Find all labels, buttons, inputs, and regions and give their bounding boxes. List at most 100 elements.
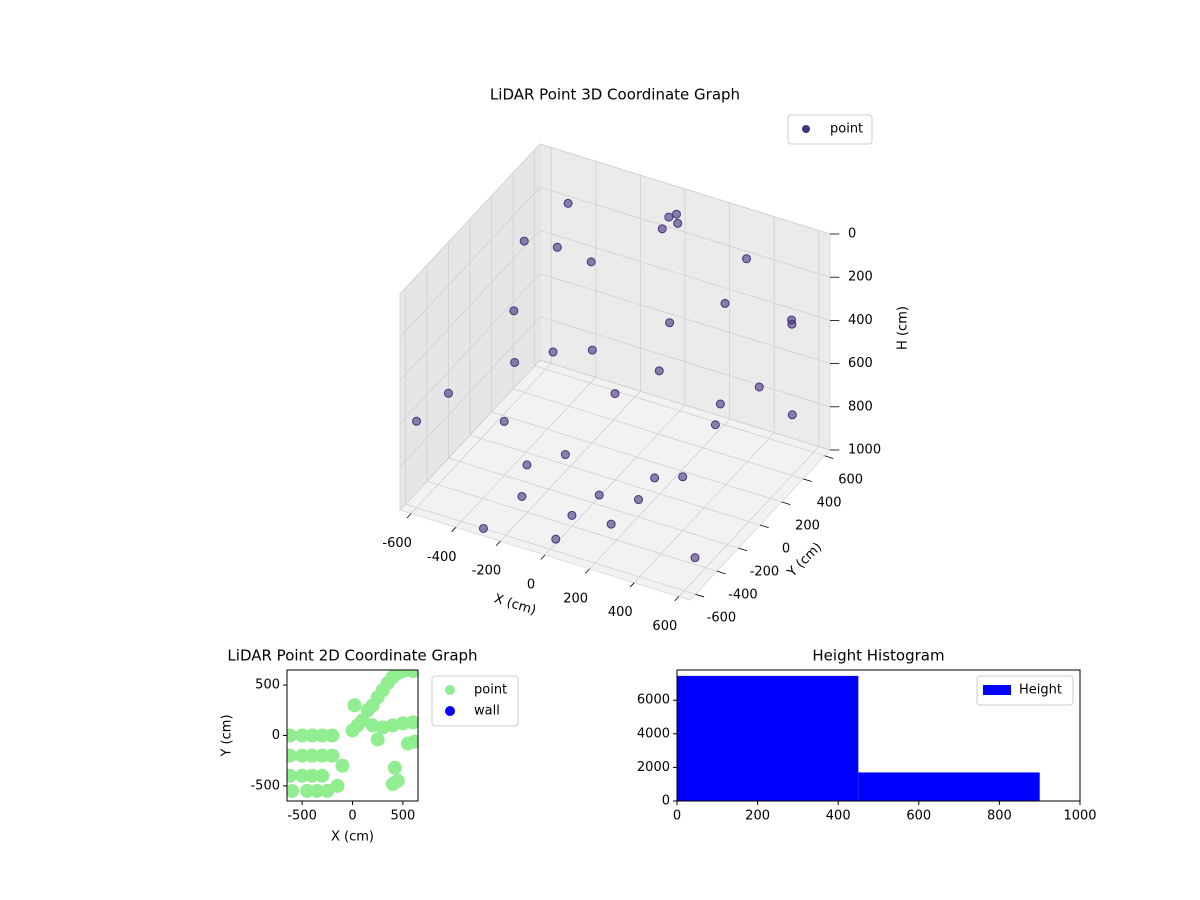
data-point bbox=[287, 768, 298, 783]
data-point bbox=[657, 224, 667, 234]
grid-line bbox=[399, 186, 541, 338]
data-point bbox=[499, 416, 509, 426]
data-point bbox=[287, 728, 298, 743]
x-tick-label: 0 bbox=[527, 578, 535, 593]
grid-line bbox=[539, 273, 831, 364]
z-tick-label: 600 bbox=[848, 356, 873, 371]
tick-mark bbox=[802, 478, 812, 482]
x-axis-label: X (cm) bbox=[492, 592, 538, 619]
legend-marker bbox=[445, 706, 455, 716]
x-tick-label: 800 bbox=[987, 809, 1012, 824]
data-point bbox=[665, 318, 675, 328]
data-point bbox=[742, 254, 752, 264]
tick-mark bbox=[824, 455, 834, 459]
x-tick-label: -500 bbox=[287, 809, 317, 824]
data-point bbox=[587, 345, 597, 355]
legend-label: point bbox=[474, 683, 507, 698]
legend-marker bbox=[802, 125, 810, 133]
data-point bbox=[325, 748, 340, 763]
data-point bbox=[478, 523, 488, 533]
data-point bbox=[664, 212, 674, 222]
y-tick-label: 0 bbox=[782, 542, 790, 557]
data-point bbox=[610, 389, 620, 399]
x-tick-label: 1000 bbox=[1063, 809, 1096, 824]
y-tick-label: 4000 bbox=[637, 726, 670, 741]
x-tick-label: 600 bbox=[906, 809, 931, 824]
tick-mark bbox=[629, 582, 635, 588]
grid-line bbox=[399, 316, 541, 468]
z-tick-label: 800 bbox=[848, 399, 873, 414]
x-tick-label: 0 bbox=[348, 809, 356, 824]
data-point bbox=[586, 257, 596, 267]
data-point bbox=[395, 716, 410, 731]
data-point bbox=[412, 416, 422, 426]
y-tick-label: 600 bbox=[838, 472, 863, 487]
data-point bbox=[606, 519, 616, 529]
data-point bbox=[560, 450, 570, 460]
x-tick-label: 200 bbox=[563, 591, 588, 606]
data-point bbox=[287, 748, 298, 763]
data-point bbox=[295, 768, 310, 783]
data-point bbox=[390, 773, 405, 788]
tick-mark bbox=[674, 596, 680, 602]
data-point bbox=[673, 218, 683, 228]
data-point bbox=[510, 357, 520, 367]
legend-frame bbox=[976, 675, 1074, 706]
legend-marker bbox=[445, 685, 455, 695]
tick-mark bbox=[585, 568, 590, 574]
y-tick-label: 6000 bbox=[637, 693, 670, 708]
grid-line bbox=[469, 434, 761, 526]
data-point bbox=[405, 670, 418, 679]
data-point bbox=[551, 534, 561, 544]
legend-swatch bbox=[983, 685, 1011, 695]
y-tick-label: -200 bbox=[750, 565, 780, 580]
data-point bbox=[787, 410, 797, 420]
data-point bbox=[305, 748, 320, 763]
y-tick-label: 500 bbox=[255, 678, 280, 693]
x-tick-label: 400 bbox=[608, 605, 633, 620]
plot-area bbox=[287, 670, 418, 798]
grid-line bbox=[399, 359, 541, 511]
legend-label: point bbox=[830, 122, 863, 137]
x-axis-label: X (cm) bbox=[331, 830, 374, 845]
data-point bbox=[300, 783, 315, 798]
y-tick-label: 400 bbox=[817, 495, 842, 510]
x-tick-label: 400 bbox=[826, 809, 851, 824]
data-point bbox=[690, 553, 700, 563]
x-tick-label: 200 bbox=[745, 809, 770, 824]
data-point bbox=[654, 366, 664, 376]
data-point bbox=[715, 399, 725, 409]
data-point bbox=[305, 768, 320, 783]
data-point bbox=[347, 698, 362, 713]
histogram-bar bbox=[677, 675, 859, 801]
y-tick-label: 200 bbox=[795, 518, 820, 533]
data-point bbox=[443, 388, 453, 398]
data-point bbox=[519, 236, 529, 246]
data-point bbox=[287, 783, 300, 798]
tick-mark bbox=[781, 501, 791, 506]
data-point bbox=[295, 728, 310, 743]
grid-line bbox=[534, 365, 825, 457]
data-point bbox=[295, 748, 310, 763]
data-point bbox=[671, 209, 681, 219]
grid-line bbox=[426, 480, 718, 572]
tick-mark bbox=[759, 524, 769, 529]
z-tick-label: 1000 bbox=[848, 443, 881, 458]
grid-line bbox=[539, 359, 831, 451]
data-point bbox=[315, 728, 330, 743]
z-tick-label: 400 bbox=[848, 313, 873, 328]
chart-title: Height Histogram bbox=[812, 647, 944, 665]
tick-mark bbox=[695, 593, 705, 598]
data-point bbox=[650, 473, 660, 483]
data-point bbox=[370, 732, 385, 747]
data-point bbox=[335, 758, 350, 773]
grid-line bbox=[539, 186, 831, 278]
z-tick-label: 0 bbox=[848, 227, 856, 242]
z-axis-label: H (cm) bbox=[896, 306, 911, 350]
data-point bbox=[710, 420, 720, 430]
y-axis-label: Y (cm) bbox=[784, 540, 825, 581]
data-point bbox=[315, 748, 330, 763]
tick-mark bbox=[406, 513, 412, 519]
histogram-bar bbox=[858, 772, 1040, 801]
axes-frame bbox=[286, 669, 419, 802]
